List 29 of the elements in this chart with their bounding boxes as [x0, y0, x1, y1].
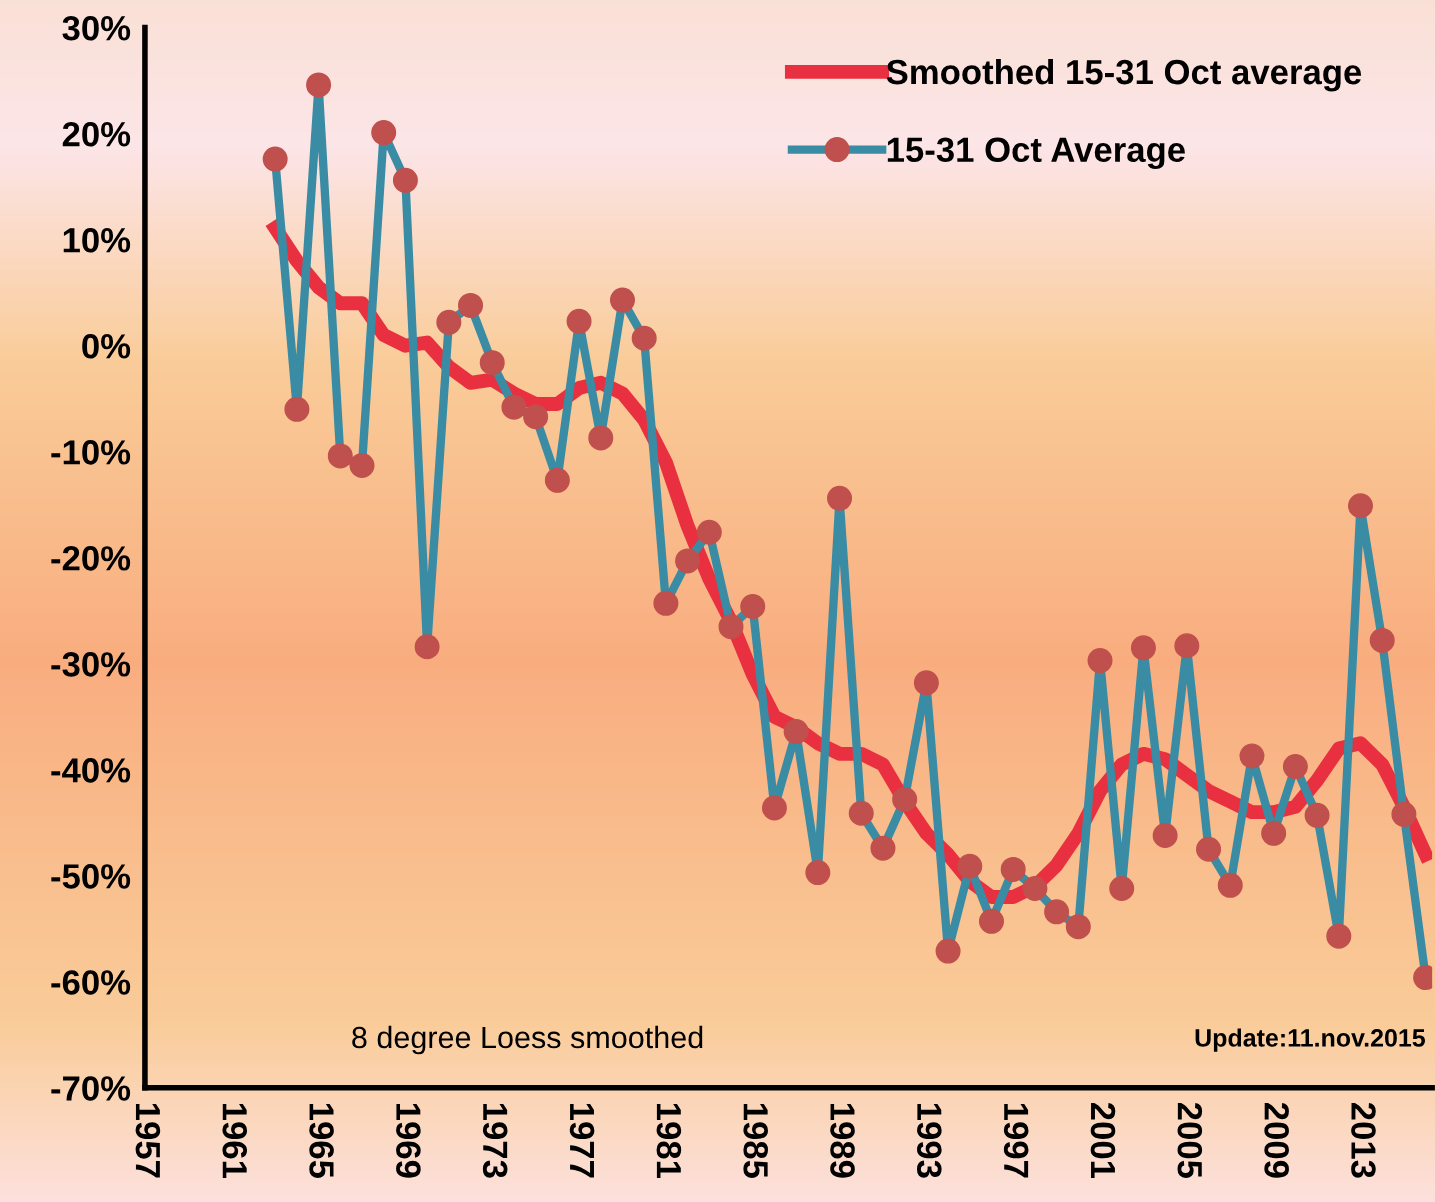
x-tick-label: 1961	[222, 1103, 248, 1178]
x-tick-label: 1969	[396, 1103, 421, 1178]
x-tick-label: 1993	[917, 1103, 942, 1178]
x-tick-label: 1985	[743, 1103, 768, 1178]
y-tick-label: -50%	[51, 864, 131, 889]
x-tick-label: 1973	[482, 1103, 508, 1178]
x-tick-label: 2009	[1264, 1102, 1289, 1178]
x-tick-label: 1989	[830, 1103, 855, 1178]
x-tick-label: 1957	[135, 1103, 161, 1178]
y-tick-label: -30%	[51, 652, 131, 677]
x-tick-label: 1981	[656, 1103, 682, 1178]
x-tick-label: 1997	[1003, 1103, 1029, 1178]
y-tick-label: -40%	[51, 758, 131, 783]
y-tick-label: -20%	[51, 546, 131, 571]
x-tick-label: 2013	[1351, 1102, 1376, 1178]
legend-label: 15-31 Oct Average	[887, 137, 1185, 170]
y-tick-label: 30%	[62, 15, 131, 41]
x-tick-label: 2001	[1090, 1102, 1116, 1178]
y-tick-label: -60%	[51, 970, 131, 995]
annotation: Update:11.nov.2015	[1195, 1028, 1426, 1052]
y-tick-label: 20%	[62, 122, 131, 147]
y-tick-label: 10%	[63, 228, 131, 253]
y-tick-label: 0%	[82, 334, 131, 359]
y-tick-label: -70%	[51, 1076, 131, 1101]
annotation: 8 degree Loess smoothed	[352, 1025, 703, 1055]
x-tick-label: 2005	[1177, 1102, 1203, 1178]
y-tick-label: -10%	[51, 440, 131, 465]
x-tick-label: 1965	[309, 1103, 334, 1178]
x-tick-label: 1977	[569, 1103, 595, 1178]
